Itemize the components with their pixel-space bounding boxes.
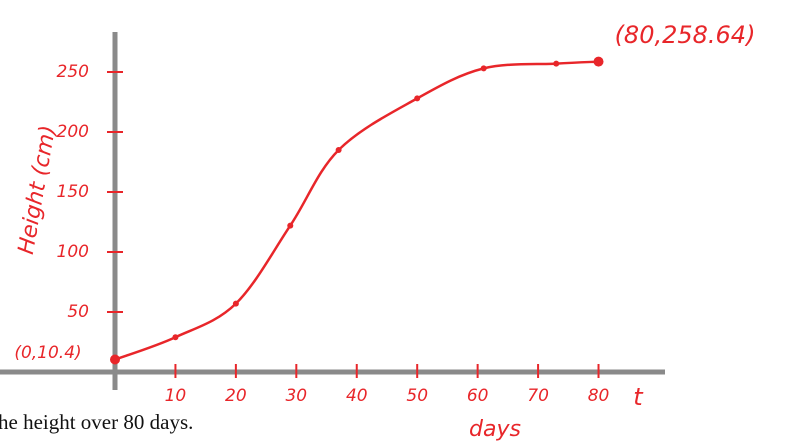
y-tick-label: 250 bbox=[57, 62, 89, 82]
caption: he height over 80 days. bbox=[0, 410, 193, 434]
line bbox=[114, 60, 599, 361]
x-tick-label: 80 bbox=[588, 386, 610, 406]
x-axis-symbol: t bbox=[633, 383, 644, 411]
annotation: (80,258.64) bbox=[615, 21, 756, 49]
point bbox=[172, 334, 179, 341]
point bbox=[414, 95, 421, 102]
point bbox=[593, 56, 604, 67]
point bbox=[232, 300, 239, 307]
x-tick-label: 40 bbox=[346, 386, 368, 406]
x-tick-label: 50 bbox=[406, 386, 428, 406]
x-tick-label: 20 bbox=[225, 386, 247, 406]
y-tick-label: 150 bbox=[57, 182, 89, 202]
x-tick-label: 60 bbox=[467, 386, 489, 406]
point bbox=[480, 65, 487, 72]
y-tick-label: 200 bbox=[57, 122, 89, 142]
x-tick-label: 30 bbox=[285, 386, 307, 406]
point bbox=[110, 354, 120, 365]
x-tick-label: 10 bbox=[165, 386, 187, 406]
annotation: (0,10.4) bbox=[14, 343, 81, 363]
y-tick-label: 100 bbox=[57, 242, 89, 262]
y-tick-label: 50 bbox=[67, 302, 89, 322]
x-tick-label: 70 bbox=[527, 386, 549, 406]
x-axis-label: days bbox=[469, 417, 521, 442]
y-axis-label: Height (cm) bbox=[14, 124, 61, 257]
point bbox=[335, 147, 342, 153]
point bbox=[553, 60, 560, 67]
point bbox=[287, 222, 294, 229]
